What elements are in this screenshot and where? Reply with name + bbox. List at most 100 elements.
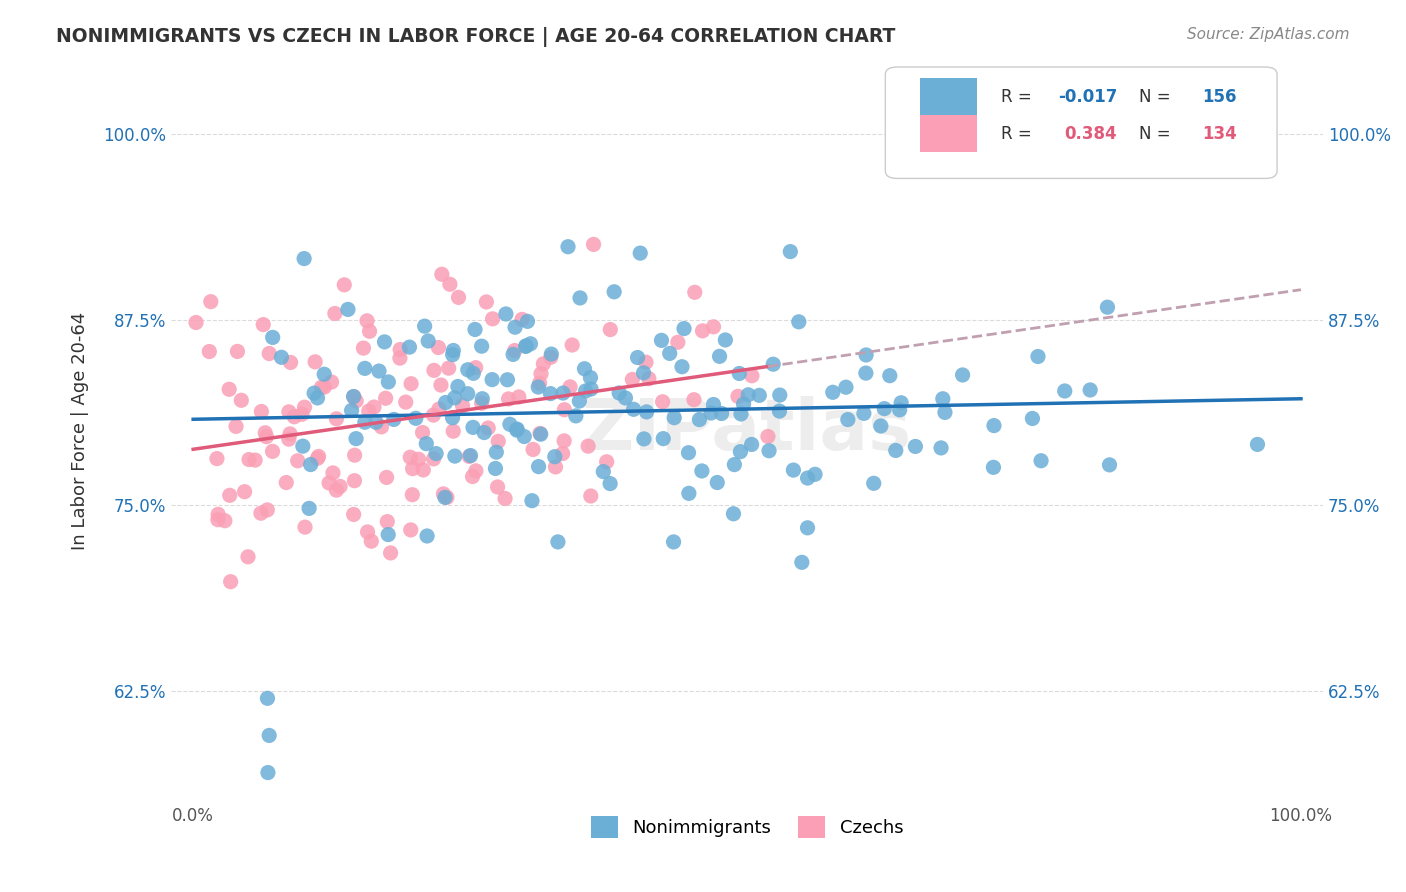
Czechs xyxy=(294,520,316,534)
Czechs xyxy=(408,452,430,467)
Czechs xyxy=(436,491,458,505)
Czechs xyxy=(277,432,299,446)
Text: NONIMMIGRANTS VS CZECH IN LABOR FORCE | AGE 20-64 CORRELATION CHART: NONIMMIGRANTS VS CZECH IN LABOR FORCE | … xyxy=(56,27,896,46)
Nonimmigrants xyxy=(614,391,637,405)
Czechs xyxy=(544,459,567,474)
Czechs xyxy=(233,484,256,499)
Nonimmigrants xyxy=(298,501,321,516)
Czechs xyxy=(727,389,749,403)
Nonimmigrants xyxy=(472,425,495,440)
Nonimmigrants xyxy=(1098,458,1121,472)
Czechs xyxy=(475,295,498,310)
Nonimmigrants xyxy=(1021,411,1043,425)
Nonimmigrants xyxy=(299,458,322,472)
Nonimmigrants xyxy=(569,291,592,305)
Nonimmigrants xyxy=(471,339,494,353)
Czechs xyxy=(200,294,222,309)
Nonimmigrants xyxy=(983,418,1005,433)
Nonimmigrants xyxy=(769,388,792,402)
Nonimmigrants xyxy=(513,429,536,443)
Nonimmigrants xyxy=(673,321,696,335)
Nonimmigrants xyxy=(551,386,574,401)
Czechs xyxy=(637,371,659,385)
Czechs xyxy=(522,442,544,457)
Czechs xyxy=(529,426,551,441)
Nonimmigrants xyxy=(520,493,543,508)
Czechs xyxy=(357,404,380,418)
Czechs xyxy=(184,316,207,330)
Text: N =: N = xyxy=(1139,125,1175,143)
Czechs xyxy=(363,400,385,414)
Nonimmigrants xyxy=(835,380,858,394)
Nonimmigrants xyxy=(904,439,927,453)
Nonimmigrants xyxy=(544,450,567,464)
Nonimmigrants xyxy=(787,315,810,329)
Czechs xyxy=(252,318,274,332)
Nonimmigrants xyxy=(464,322,486,336)
Czechs xyxy=(399,523,422,537)
Nonimmigrants xyxy=(837,412,859,426)
Czechs xyxy=(375,515,398,529)
FancyBboxPatch shape xyxy=(886,67,1277,178)
Czechs xyxy=(333,277,356,292)
Czechs xyxy=(250,404,273,418)
Nonimmigrants xyxy=(633,432,655,446)
Czechs xyxy=(551,446,574,460)
Czechs xyxy=(278,426,301,441)
Nonimmigrants xyxy=(443,391,465,405)
Nonimmigrants xyxy=(575,384,598,398)
Czechs xyxy=(231,393,253,408)
Czechs xyxy=(599,322,621,336)
Nonimmigrants xyxy=(1097,300,1119,314)
Text: 0.384: 0.384 xyxy=(1064,125,1116,143)
Czechs xyxy=(595,455,617,469)
Nonimmigrants xyxy=(690,464,713,478)
Czechs xyxy=(218,488,240,502)
Nonimmigrants xyxy=(374,334,396,349)
Nonimmigrants xyxy=(565,409,588,423)
Nonimmigrants xyxy=(664,410,686,425)
Nonimmigrants xyxy=(434,395,457,409)
Nonimmigrants xyxy=(398,340,420,354)
Nonimmigrants xyxy=(1053,384,1076,398)
Text: Source: ZipAtlas.com: Source: ZipAtlas.com xyxy=(1187,27,1350,42)
Nonimmigrants xyxy=(461,420,484,434)
Czechs xyxy=(294,400,316,414)
Czechs xyxy=(356,524,378,539)
Czechs xyxy=(343,390,366,404)
Nonimmigrants xyxy=(804,467,827,482)
Nonimmigrants xyxy=(1026,350,1049,364)
Nonimmigrants xyxy=(441,410,464,425)
Nonimmigrants xyxy=(496,373,519,387)
Czechs xyxy=(321,375,343,389)
Nonimmigrants xyxy=(714,333,737,347)
Czechs xyxy=(464,464,486,478)
Nonimmigrants xyxy=(633,366,655,380)
Nonimmigrants xyxy=(579,370,602,384)
Nonimmigrants xyxy=(737,388,759,402)
Czechs xyxy=(243,453,266,467)
Czechs xyxy=(494,491,516,506)
Nonimmigrants xyxy=(484,461,506,475)
Czechs xyxy=(634,355,657,369)
Nonimmigrants xyxy=(292,252,315,266)
Nonimmigrants xyxy=(342,390,364,404)
Czechs xyxy=(198,344,221,359)
Nonimmigrants xyxy=(932,392,955,406)
Nonimmigrants xyxy=(503,320,526,334)
Nonimmigrants xyxy=(447,379,470,393)
Czechs xyxy=(486,480,509,494)
Czechs xyxy=(359,324,381,338)
Nonimmigrants xyxy=(603,285,626,299)
Czechs xyxy=(430,378,453,392)
Text: ZIPatlas: ZIPatlas xyxy=(582,396,912,466)
Czechs xyxy=(439,277,461,292)
Nonimmigrants xyxy=(889,402,911,417)
Nonimmigrants xyxy=(862,476,884,491)
Czechs xyxy=(430,267,453,281)
Nonimmigrants xyxy=(257,765,280,780)
Czechs xyxy=(360,534,382,549)
Nonimmigrants xyxy=(515,339,537,353)
Czechs xyxy=(254,425,277,440)
Czechs xyxy=(287,454,309,468)
